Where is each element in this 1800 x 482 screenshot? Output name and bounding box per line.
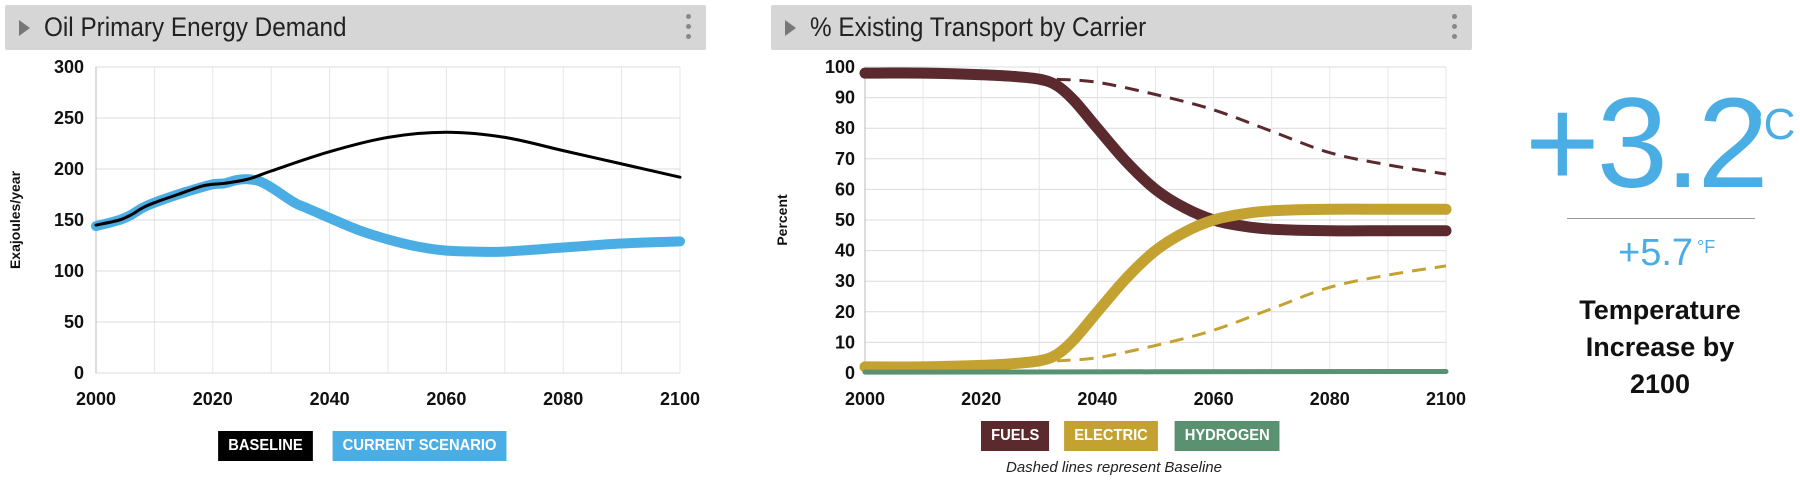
x-tick-label: 2040 xyxy=(1077,389,1117,409)
divider xyxy=(1567,218,1755,219)
legend-baseline[interactable]: BASELINE xyxy=(218,431,313,461)
y-tick-label: 90 xyxy=(835,88,855,108)
series-line-fuels xyxy=(859,67,1452,237)
y-tick-label: 40 xyxy=(835,241,855,261)
baseline-note: Dashed lines represent Baseline xyxy=(1006,459,1222,476)
expand-triangle-icon[interactable] xyxy=(19,19,30,36)
expand-triangle-icon[interactable] xyxy=(785,19,796,36)
panel-header-transport-carrier: % Existing Transport by Carrier xyxy=(771,5,1472,50)
y-tick-label: 150 xyxy=(54,210,84,230)
legend-fuels[interactable]: FUELS xyxy=(980,421,1050,451)
transport-carrier-chart: 0 10 20 30 40 50 60 70 80 90 100 2000 2020 2040 2060 20… xyxy=(774,57,1466,409)
x-tick-label: 2020 xyxy=(961,389,1001,409)
y-tick-label: 300 xyxy=(54,57,84,77)
x-tick-label: 2060 xyxy=(1194,389,1234,409)
series-line-electric-baseline xyxy=(1056,264,1447,363)
y-tick-label: 50 xyxy=(835,210,855,230)
x-tick-label: 2040 xyxy=(310,389,350,409)
x-tick-label: 2100 xyxy=(1426,389,1466,409)
legend-hydrogen[interactable]: HYDROGEN xyxy=(1175,421,1281,451)
temperature-label: Temperature Increase by 2100 xyxy=(1579,295,1741,399)
y-axis-label: Exajoules/year xyxy=(7,170,23,269)
series-line-hydrogen xyxy=(862,369,1449,375)
series-line-fuels-baseline xyxy=(1056,77,1447,176)
legend-oil-demand: BASELINE CURRENT SCENARIO xyxy=(214,431,514,461)
y-tick-label: 100 xyxy=(54,261,84,281)
fahrenheit-unit: °F xyxy=(1697,237,1716,257)
y-tick-label: 70 xyxy=(835,149,855,169)
y-tick-label: 250 xyxy=(54,108,84,128)
x-tick-label: 2060 xyxy=(426,389,466,409)
y-tick-label: 200 xyxy=(54,159,84,179)
y-tick-label: 60 xyxy=(835,179,855,199)
y-tick-label: 30 xyxy=(835,271,855,291)
more-options-icon[interactable] xyxy=(1450,14,1458,42)
panel-title: Oil Primary Energy Demand xyxy=(44,12,347,42)
x-tick-label: 2080 xyxy=(543,389,583,409)
series-line-electric xyxy=(859,203,1452,373)
more-options-icon[interactable] xyxy=(684,14,692,42)
y-tick-label: 10 xyxy=(835,332,855,352)
y-tick-label: 100 xyxy=(825,57,855,77)
y-tick-label: 20 xyxy=(835,302,855,322)
legend-current-scenario[interactable]: CURRENT SCENARIO xyxy=(332,431,507,461)
temperature-celsius: +3.2 xyxy=(1525,72,1769,215)
x-tick-label: 2000 xyxy=(845,389,885,409)
legend-transport-carrier: FUELS ELECTRIC HYDROGEN xyxy=(978,421,1285,451)
series-line-baseline xyxy=(94,130,682,227)
x-tick-label: 2080 xyxy=(1310,389,1350,409)
y-tick-label: 0 xyxy=(74,363,84,383)
y-tick-label: 50 xyxy=(64,312,84,332)
panel-header-oil-demand: Oil Primary Energy Demand xyxy=(5,5,706,50)
x-tick-label: 2000 xyxy=(76,389,116,409)
y-tick-label: 0 xyxy=(845,363,855,383)
y-tick-label: 80 xyxy=(835,118,855,138)
temperature-fahrenheit: +5.7 xyxy=(1618,232,1694,274)
oil-demand-chart: 0 50 100 150 200 250 300 2000 2020 2040 2060 2080 21… xyxy=(7,57,700,409)
panel-title: % Existing Transport by Carrier xyxy=(810,12,1147,42)
legend-electric[interactable]: ELECTRIC xyxy=(1064,421,1159,451)
x-tick-label: 2020 xyxy=(193,389,233,409)
y-axis-label: Percent xyxy=(774,194,790,246)
x-tick-label: 2100 xyxy=(660,389,700,409)
celsius-unit: °C xyxy=(1746,100,1796,149)
